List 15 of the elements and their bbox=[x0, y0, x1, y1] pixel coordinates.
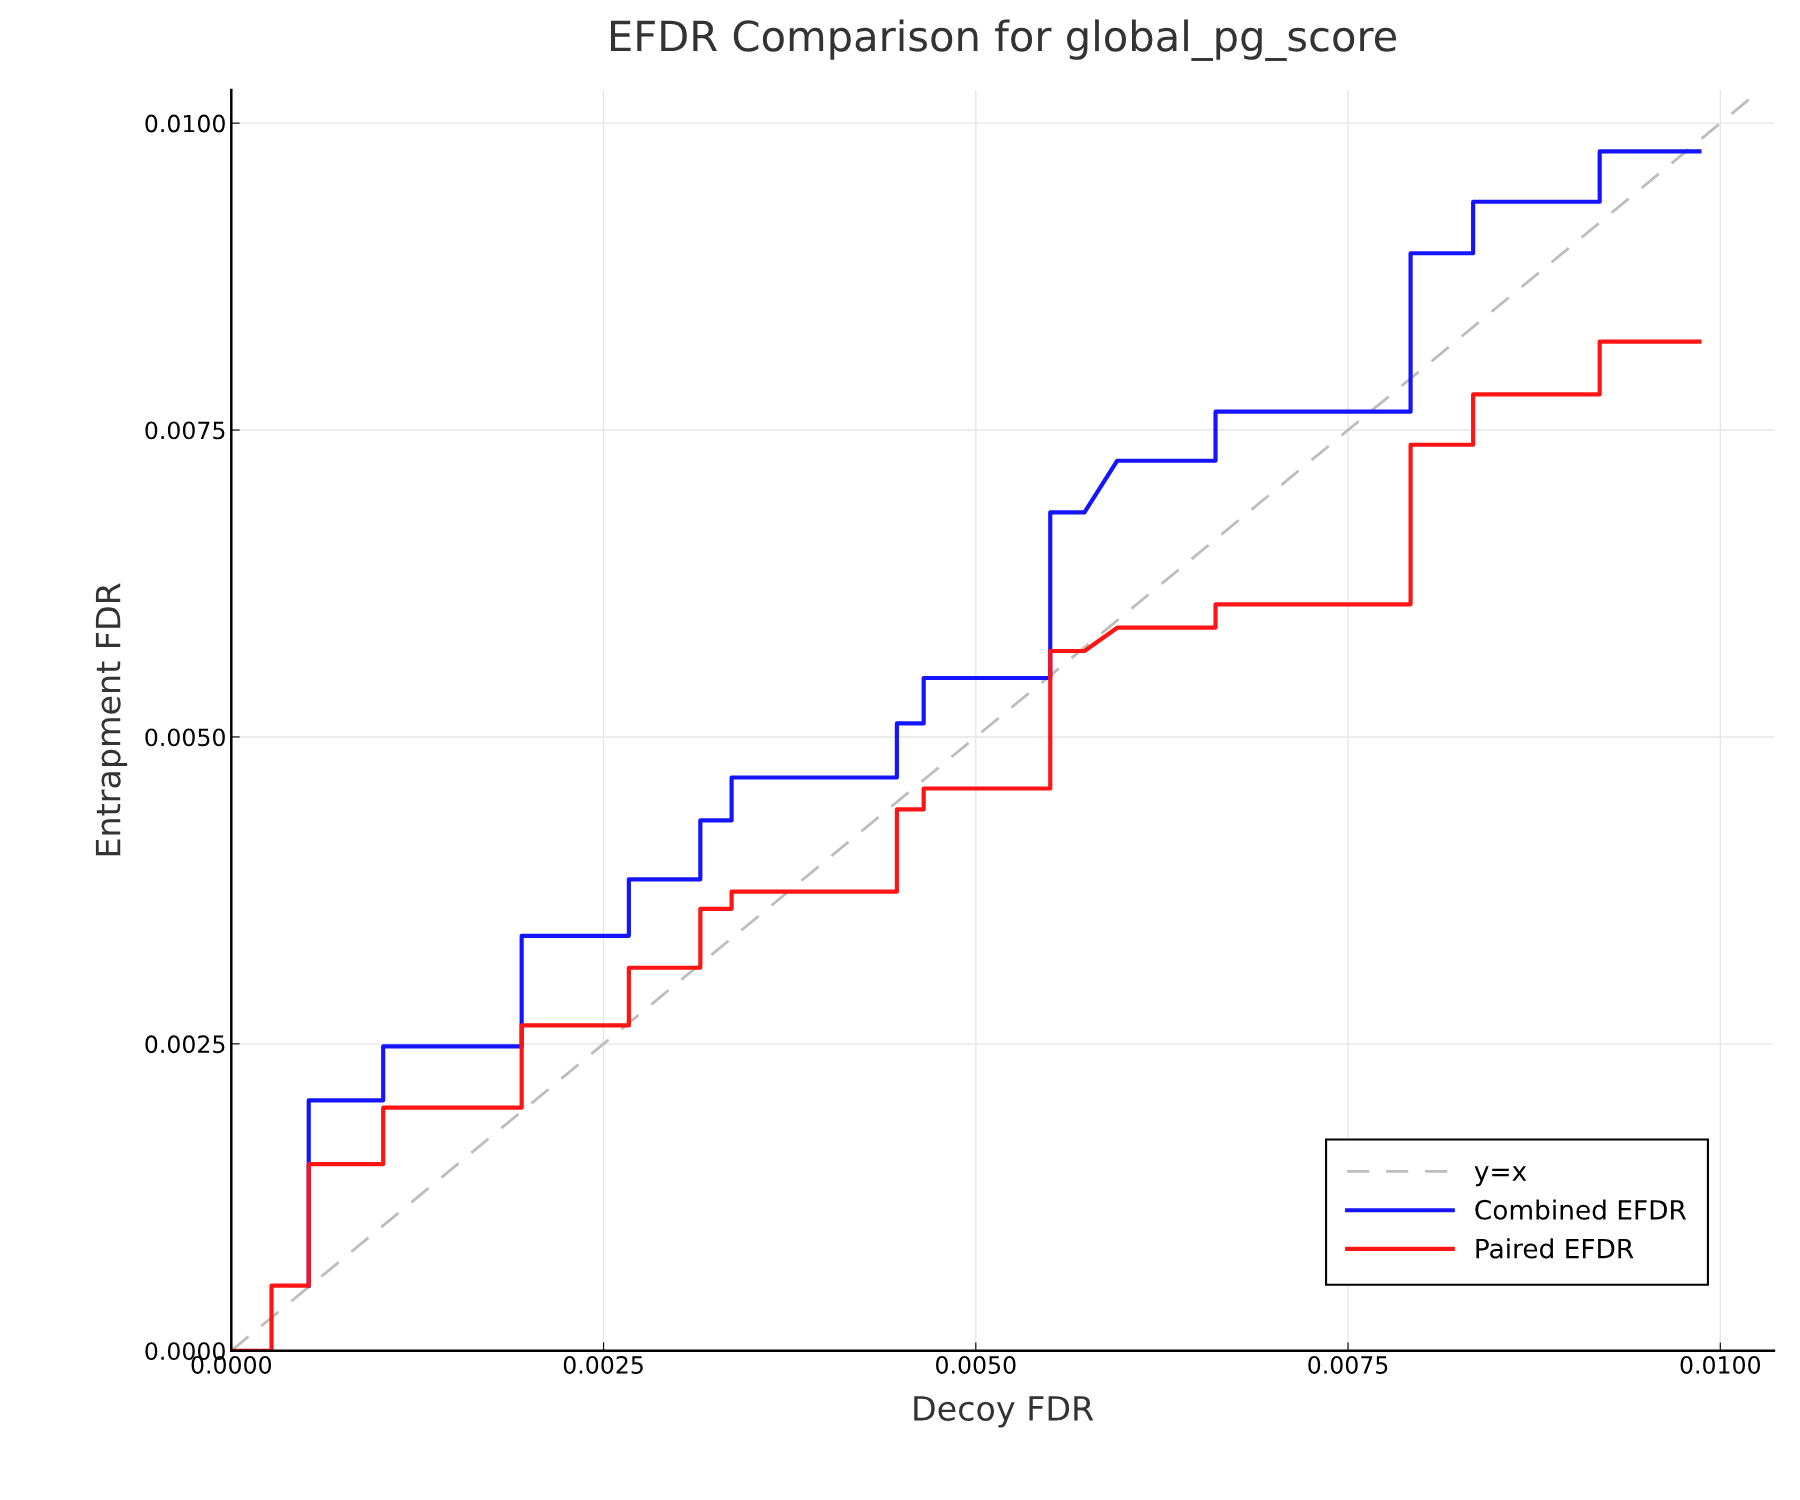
y-tick-label: 0.0050 bbox=[145, 728, 225, 747]
x-tick-label: 0.0025 bbox=[563, 1356, 643, 1374]
chart-title: EFDR Comparison for global_pg_score bbox=[610, 19, 1397, 61]
y-tick-label: 0.0075 bbox=[145, 421, 225, 440]
y-axis-title: Entrapment FDR bbox=[95, 583, 128, 856]
x-tick-label: 0.0075 bbox=[1308, 1356, 1388, 1374]
legend-label: Combined EFDR bbox=[1475, 1199, 1687, 1220]
x-tick-label: 0.0100 bbox=[1680, 1356, 1761, 1374]
legend-label: y=x bbox=[1474, 1166, 1527, 1187]
x-axis-title: Decoy FDR bbox=[914, 1396, 1094, 1428]
y-tick-label: 0.0025 bbox=[145, 1035, 225, 1054]
y-tick-label: 0.0100 bbox=[145, 114, 225, 133]
line-series bbox=[306, 149, 1702, 1288]
legend-label: Paired EFDR bbox=[1476, 1238, 1634, 1259]
x-tick-label: 0.0050 bbox=[936, 1356, 1016, 1374]
